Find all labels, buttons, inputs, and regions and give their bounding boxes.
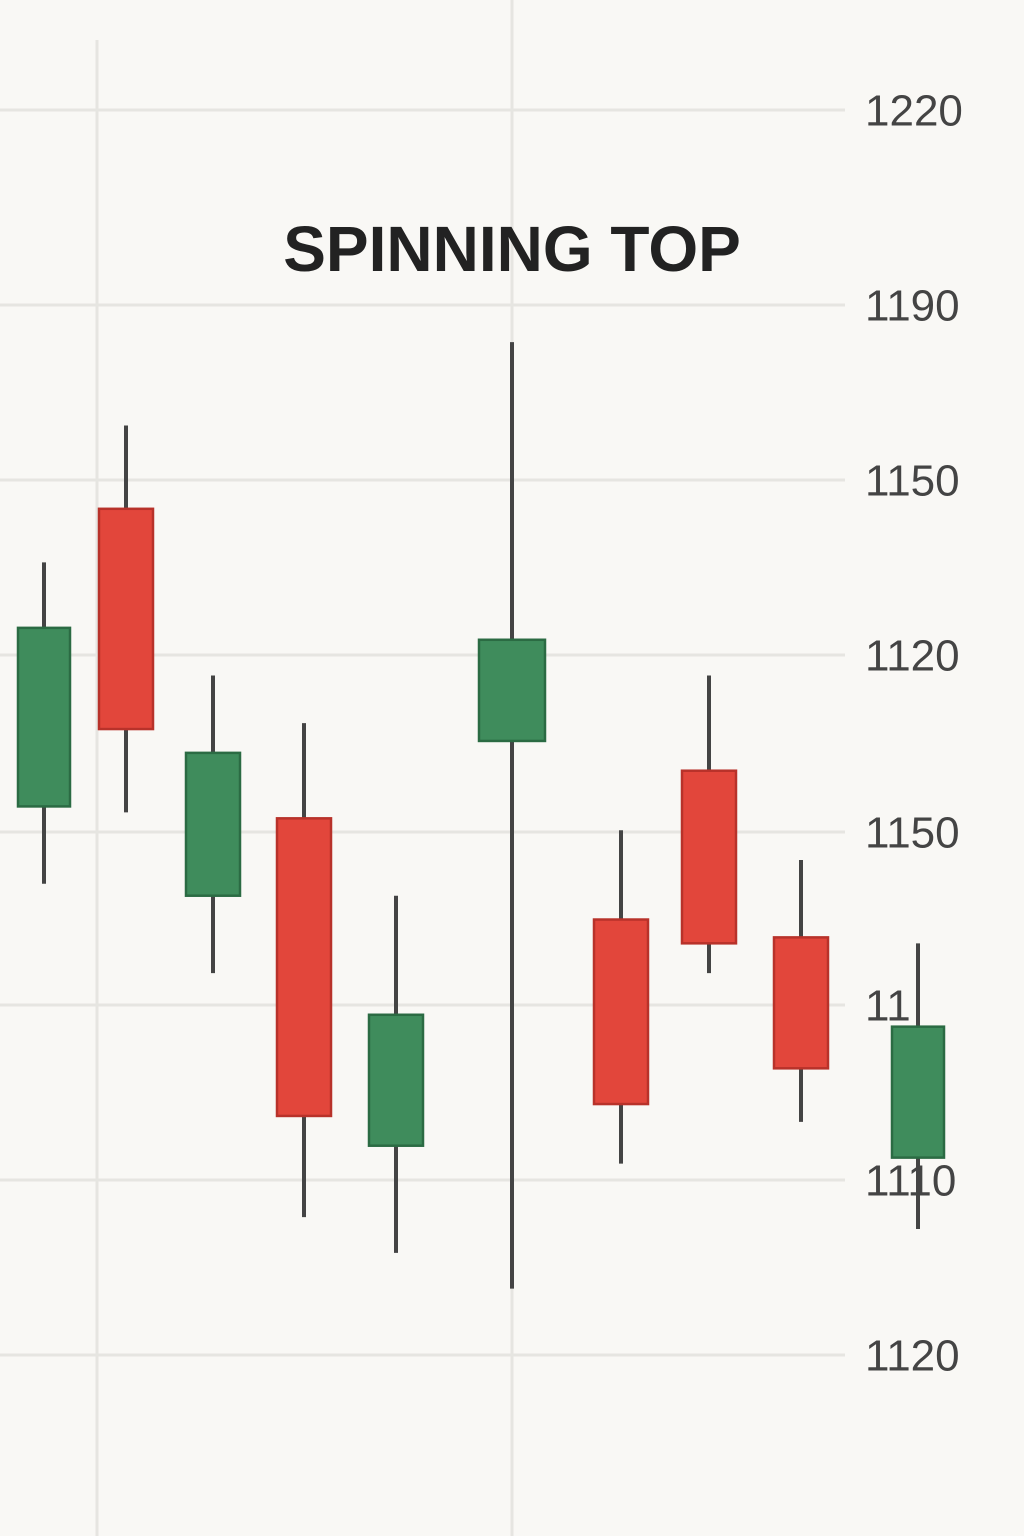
- body-up: [890, 1025, 946, 1159]
- body-down: [772, 936, 830, 1070]
- body-down: [275, 817, 333, 1118]
- body-up: [16, 626, 72, 808]
- y-label: 1110: [865, 1157, 956, 1206]
- y-label: 1150: [865, 809, 960, 858]
- y-label: 1150: [865, 457, 960, 506]
- y-label: 1120: [865, 632, 960, 681]
- chart-title: SPINNING TOP: [283, 213, 741, 285]
- body-up: [477, 638, 547, 743]
- y-label: 1190: [865, 282, 960, 331]
- y-label: 1220: [865, 87, 963, 136]
- candles: [16, 342, 946, 1289]
- body-up: [184, 751, 242, 897]
- y-label: 1120: [865, 1332, 960, 1381]
- body-up: [367, 1013, 425, 1147]
- body-down: [592, 918, 650, 1106]
- y-label: 11: [865, 982, 911, 1031]
- body-down: [97, 507, 155, 731]
- body-down: [680, 769, 738, 945]
